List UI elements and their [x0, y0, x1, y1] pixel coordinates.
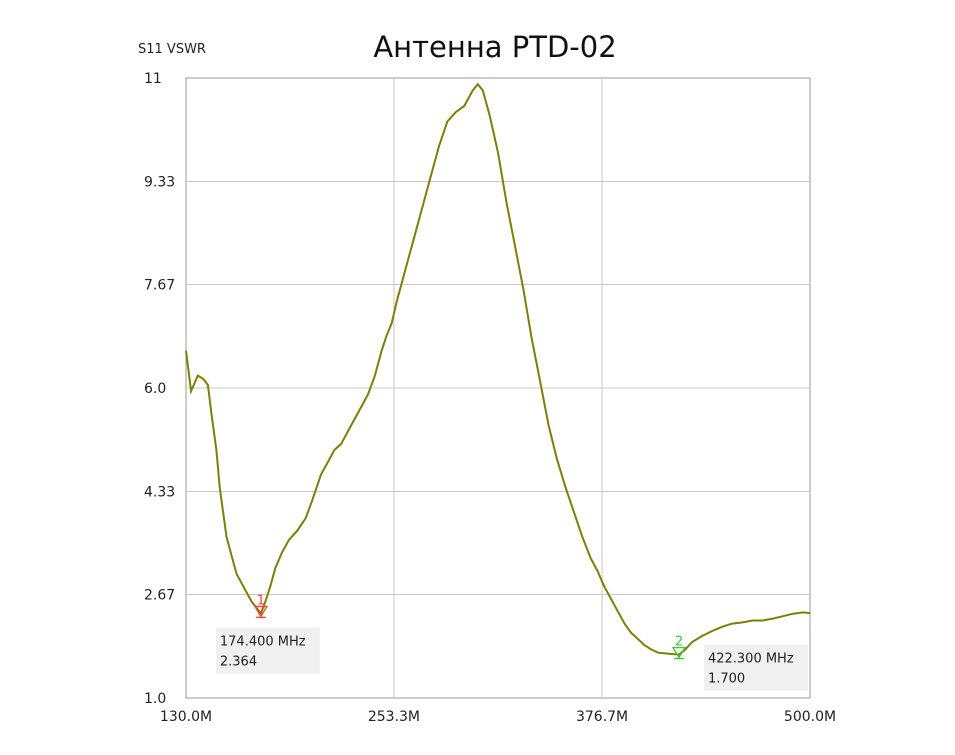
- x-tick-label: 253.3M: [368, 709, 420, 725]
- marker-frequency: 174.400 MHz: [220, 634, 306, 649]
- y-tick-label: 7.67: [144, 277, 175, 293]
- vswr-series-line: [185, 82, 811, 656]
- marker-number: 1: [257, 593, 265, 608]
- marker-readout-box: [703, 644, 808, 691]
- marker-value: 2.364: [220, 654, 257, 669]
- grid-lines: [186, 78, 810, 698]
- marker-value: 1.700: [708, 672, 745, 687]
- marker-2: 2 422.300 MHz 1.700: [671, 635, 808, 691]
- x-tick-label: 130.0M: [160, 709, 212, 725]
- marker-frequency: 422.300 MHz: [708, 652, 794, 667]
- y-tick-label: 11: [144, 71, 162, 87]
- y-tick-label: 1.0: [144, 691, 166, 707]
- y-tick-label: 6.0: [144, 381, 166, 397]
- y-tick-label: 9.33: [144, 175, 175, 191]
- y-tick-label: 4.33: [144, 485, 175, 501]
- marker-number: 2: [675, 635, 683, 650]
- markers: 1 174.400 MHz 2.364 2 422.300 MHz 1.700: [215, 593, 808, 691]
- marker-readout-box: [215, 627, 320, 674]
- chart-title: Антенна PTD-02: [373, 30, 617, 64]
- y-tick-label: 2.67: [144, 587, 175, 603]
- marker-triangle: [253, 605, 269, 618]
- x-tick-label: 500.0M: [784, 709, 836, 725]
- marker-triangle: [671, 646, 687, 659]
- x-tick-label: 376.7M: [576, 709, 628, 725]
- marker-1: 1 174.400 MHz 2.364: [215, 593, 320, 674]
- tick-labels: 1.0 2.67 4.33 6.0 7.67 9.33 11 130.0M 253.3M 376.…: [144, 71, 836, 725]
- y-axis-label: S11 VSWR: [138, 42, 206, 57]
